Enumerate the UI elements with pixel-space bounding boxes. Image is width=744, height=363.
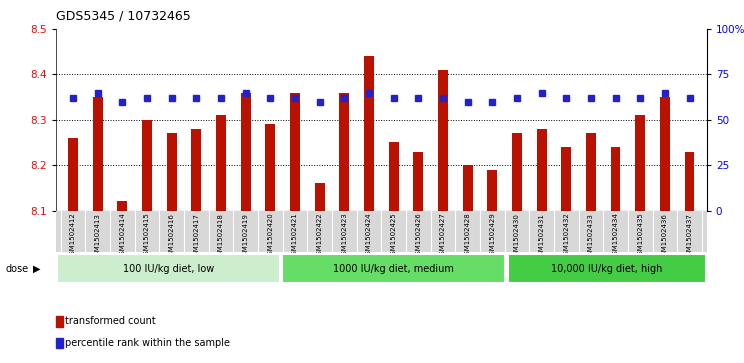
Text: GSM1502427: GSM1502427 <box>440 213 446 260</box>
Text: GSM1502417: GSM1502417 <box>193 213 199 260</box>
Text: GSM1502422: GSM1502422 <box>317 213 323 259</box>
Text: GSM1502436: GSM1502436 <box>662 213 668 260</box>
Bar <box>118 201 127 211</box>
Bar <box>414 151 423 211</box>
Bar <box>364 56 374 211</box>
Bar <box>142 120 152 211</box>
FancyBboxPatch shape <box>57 254 280 283</box>
Bar <box>266 125 275 211</box>
Bar <box>438 70 448 211</box>
Bar <box>611 147 620 211</box>
Text: percentile rank within the sample: percentile rank within the sample <box>65 338 231 348</box>
Text: GSM1502423: GSM1502423 <box>341 213 347 260</box>
Text: GSM1502432: GSM1502432 <box>563 213 569 260</box>
Bar <box>660 97 670 211</box>
Bar <box>167 134 176 211</box>
Bar <box>463 165 472 211</box>
Bar <box>512 134 522 211</box>
Bar <box>290 93 300 211</box>
Bar <box>586 134 596 211</box>
Text: GSM1502434: GSM1502434 <box>612 213 618 260</box>
Text: GSM1502437: GSM1502437 <box>687 213 693 260</box>
Text: GSM1502413: GSM1502413 <box>94 213 100 260</box>
Text: GSM1502424: GSM1502424 <box>366 213 372 259</box>
Text: GDS5345 / 10732465: GDS5345 / 10732465 <box>56 9 190 22</box>
Bar <box>684 151 694 211</box>
Text: GSM1502414: GSM1502414 <box>119 213 126 260</box>
Text: GSM1502435: GSM1502435 <box>637 213 644 260</box>
Bar <box>191 129 202 211</box>
Text: GSM1502429: GSM1502429 <box>490 213 496 260</box>
Bar <box>536 129 547 211</box>
Text: GSM1502418: GSM1502418 <box>218 213 224 260</box>
Bar <box>241 93 251 211</box>
Bar <box>339 93 349 211</box>
Text: transformed count: transformed count <box>65 316 156 326</box>
FancyBboxPatch shape <box>283 254 505 283</box>
Text: GSM1502430: GSM1502430 <box>514 213 520 260</box>
Text: GSM1502428: GSM1502428 <box>464 213 471 260</box>
FancyBboxPatch shape <box>507 254 705 283</box>
Text: 10,000 IU/kg diet, high: 10,000 IU/kg diet, high <box>551 264 662 274</box>
Text: GSM1502431: GSM1502431 <box>539 213 545 260</box>
Text: GSM1502419: GSM1502419 <box>243 213 248 260</box>
Text: GSM1502420: GSM1502420 <box>267 213 273 260</box>
Text: GSM1502415: GSM1502415 <box>144 213 150 260</box>
Text: 100 IU/kg diet, low: 100 IU/kg diet, low <box>123 264 214 274</box>
Text: GSM1502412: GSM1502412 <box>70 213 76 260</box>
Text: GSM1502426: GSM1502426 <box>415 213 421 260</box>
Bar <box>561 147 571 211</box>
Text: GSM1502425: GSM1502425 <box>391 213 397 259</box>
Bar <box>216 115 226 211</box>
Text: dose: dose <box>6 264 29 274</box>
Bar <box>388 142 399 211</box>
Text: 1000 IU/kg diet, medium: 1000 IU/kg diet, medium <box>333 264 455 274</box>
Bar <box>487 170 497 211</box>
Bar <box>68 138 78 211</box>
Bar <box>315 183 324 211</box>
Bar <box>93 97 103 211</box>
Text: GSM1502421: GSM1502421 <box>292 213 298 260</box>
Text: GSM1502416: GSM1502416 <box>169 213 175 260</box>
Bar <box>635 115 645 211</box>
Text: ▶: ▶ <box>33 264 40 274</box>
Text: GSM1502433: GSM1502433 <box>588 213 594 260</box>
